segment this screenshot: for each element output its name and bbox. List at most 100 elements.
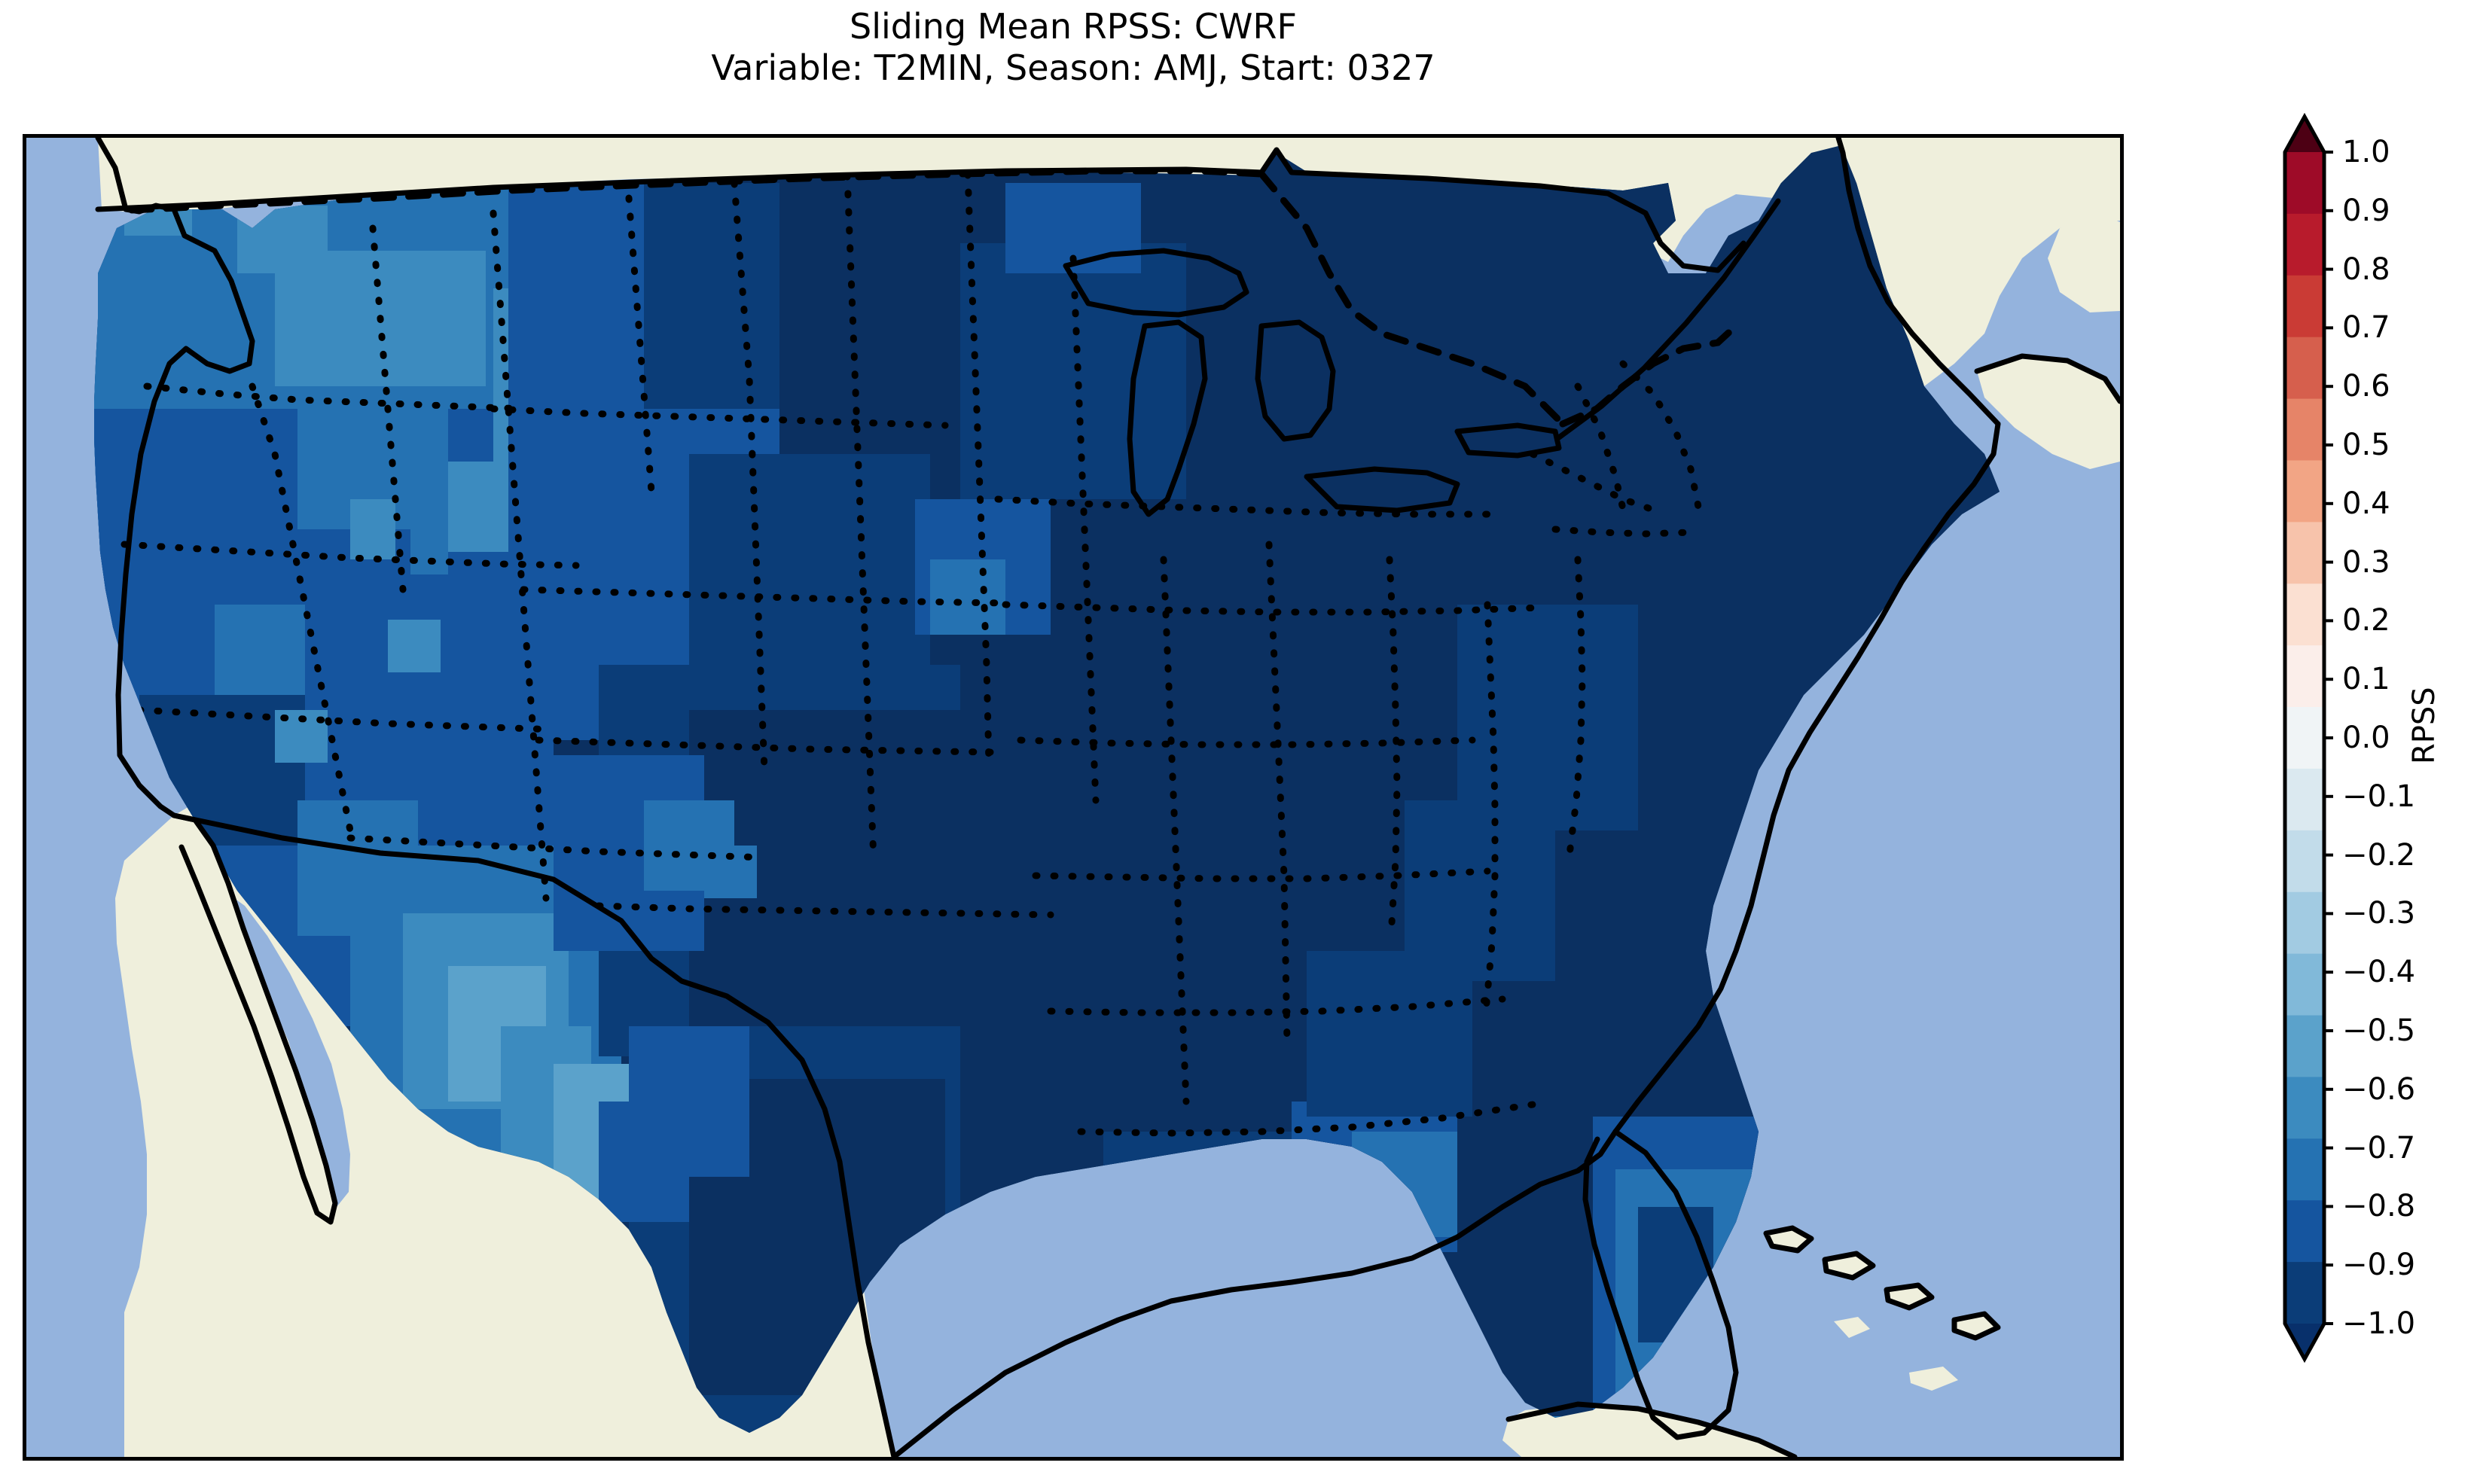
colorbar-tick-label: 0.7 bbox=[2342, 310, 2390, 346]
colorbar-tick-label: 0.0 bbox=[2342, 721, 2390, 755]
colorbar-tick-label: 0.9 bbox=[2342, 193, 2390, 228]
cell-block bbox=[930, 559, 1005, 635]
state-line bbox=[1047, 995, 1506, 1016]
colorbar-bin bbox=[2285, 522, 2324, 584]
colorbar-bin bbox=[2285, 213, 2324, 276]
state-line bbox=[490, 405, 949, 429]
colorbar-bin bbox=[2285, 830, 2324, 893]
colorbar-tick-label: −0.5 bbox=[2342, 1013, 2416, 1048]
gulf-coast-line bbox=[891, 1129, 1618, 1457]
colorbar-bin bbox=[2285, 275, 2324, 338]
state-line bbox=[535, 736, 994, 756]
state-line bbox=[120, 541, 580, 569]
colorbar-tick-label: −0.8 bbox=[2342, 1189, 2416, 1224]
state-line bbox=[249, 382, 354, 834]
us-canada-border-maine bbox=[1559, 322, 1740, 428]
colorbar-tick-label: −0.2 bbox=[2342, 837, 2416, 873]
colorbar-bin bbox=[2285, 1200, 2324, 1263]
bahamas-outline bbox=[1763, 1225, 2001, 1341]
mexico-border-line bbox=[171, 812, 897, 1457]
state-line bbox=[1032, 867, 1491, 882]
state-line bbox=[1069, 254, 1100, 804]
colorbar-bin bbox=[2285, 398, 2324, 462]
state-line bbox=[595, 902, 1054, 919]
colorbar-outline bbox=[2283, 113, 2326, 1363]
colorbar-bin bbox=[2285, 1262, 2324, 1324]
cell-block bbox=[1307, 951, 1472, 1117]
colorbar-bin bbox=[2285, 707, 2324, 769]
state-line bbox=[964, 170, 993, 766]
canada-border-coast bbox=[95, 147, 1746, 273]
colorbar-extend-top bbox=[2285, 117, 2324, 152]
state-line bbox=[1002, 601, 1544, 616]
colorbar-tick-label: 0.3 bbox=[2342, 544, 2390, 580]
cell-block bbox=[388, 620, 441, 672]
colorbar-tick-label: −0.6 bbox=[2342, 1071, 2416, 1107]
florida-outline bbox=[1582, 1129, 1739, 1440]
colorbar-bin bbox=[2285, 891, 2324, 955]
colorbar-tick-label: 0.8 bbox=[2342, 251, 2390, 287]
lake-michigan-line bbox=[1127, 319, 1208, 517]
lake-erie-line bbox=[1304, 466, 1460, 513]
us-canada-border-east bbox=[1258, 170, 1566, 428]
us-canada-border bbox=[128, 167, 1265, 214]
colorbar-tick-label: −0.4 bbox=[2342, 955, 2416, 990]
cell-block bbox=[215, 605, 305, 695]
colorbar-tick-label: 0.6 bbox=[2342, 369, 2390, 404]
colorbar-tick-label: 0.5 bbox=[2342, 428, 2390, 462]
lake-superior-line bbox=[1063, 248, 1249, 318]
state-line bbox=[490, 209, 550, 902]
colorbar-bin bbox=[2285, 1077, 2324, 1139]
map-panel bbox=[23, 134, 2124, 1461]
colorbar-tick-label: −0.9 bbox=[2342, 1248, 2416, 1283]
colorbar-svg[interactable] bbox=[2280, 113, 2333, 1363]
cell-block bbox=[599, 1102, 689, 1222]
colorbar-bin bbox=[2285, 768, 2324, 831]
state-line bbox=[731, 179, 768, 774]
state-border-layer bbox=[120, 170, 1702, 1137]
state-line bbox=[1565, 556, 1586, 864]
northeast-coast-line bbox=[1835, 138, 2001, 427]
state-line bbox=[1574, 382, 1630, 526]
newfoundland bbox=[2048, 217, 2120, 312]
state-line bbox=[625, 194, 655, 495]
state-line bbox=[1160, 556, 1190, 1105]
atlantic-coast-line bbox=[1612, 421, 2001, 1135]
title-line-1: Sliding Mean RPSS: CWRF bbox=[850, 6, 1297, 47]
baja-peninsula bbox=[174, 815, 335, 1222]
title-line-2: Variable: T2MIN, Season: AMJ, Start: 032… bbox=[711, 47, 1435, 88]
state-line bbox=[1482, 601, 1499, 1015]
cell-block bbox=[350, 499, 395, 559]
colorbar-bin bbox=[2285, 1138, 2324, 1201]
cell-block bbox=[448, 462, 508, 552]
colorbar[interactable] bbox=[2280, 113, 2333, 1363]
state-line bbox=[1017, 736, 1476, 748]
cuba-coastline bbox=[1505, 1401, 1798, 1457]
lake-huron-line bbox=[1255, 319, 1336, 442]
colorbar-bin bbox=[2285, 953, 2324, 1016]
colorbar-tick-label: 1.0 bbox=[2342, 135, 2390, 169]
colorbar-bin bbox=[2285, 1015, 2324, 1078]
state-line bbox=[136, 706, 557, 733]
colorbar-bin bbox=[2285, 584, 2324, 646]
state-line bbox=[1077, 1101, 1536, 1137]
colorbar-tick-label: 0.1 bbox=[2342, 662, 2390, 697]
nova-scotia bbox=[1977, 356, 2120, 469]
state-line bbox=[1551, 526, 1695, 538]
conus-rpss-map bbox=[26, 138, 2120, 1457]
state-line bbox=[994, 495, 1499, 518]
state-line bbox=[369, 224, 407, 593]
colorbar-tick-label: −0.3 bbox=[2342, 896, 2416, 931]
colorbar-tick-label: 0.2 bbox=[2342, 603, 2390, 638]
colorbar-bin bbox=[2285, 460, 2324, 523]
country-border-layer bbox=[128, 167, 1740, 428]
colorbar-extend-bottom bbox=[2285, 1324, 2324, 1359]
figure-title: Sliding Mean RPSS: CWRF Variable: T2MIN,… bbox=[0, 6, 2146, 89]
cell-block bbox=[960, 243, 1186, 499]
state-line bbox=[346, 834, 768, 861]
colorbar-axis-label: RPSS bbox=[2407, 687, 2442, 764]
state-line bbox=[1265, 541, 1291, 1045]
colorbar-tick-label: −0.7 bbox=[2342, 1130, 2416, 1166]
colorbar-bin bbox=[2285, 645, 2324, 708]
